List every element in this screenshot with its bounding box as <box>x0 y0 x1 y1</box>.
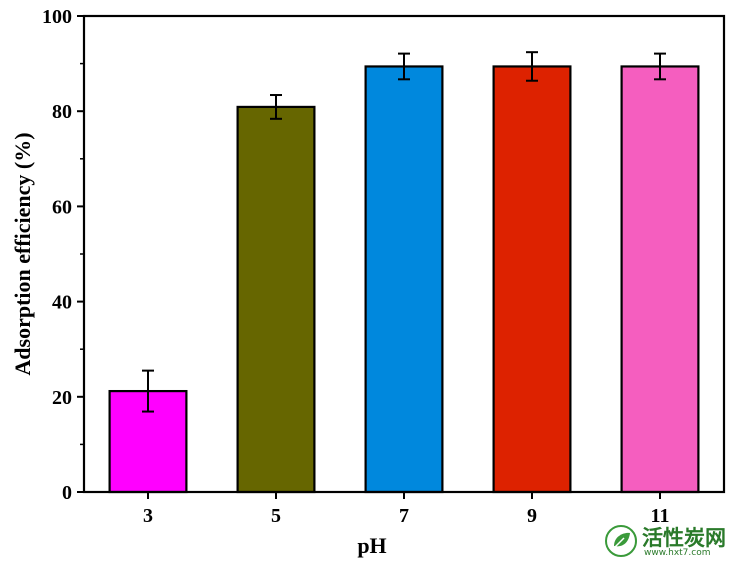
y-tick-label-80: 80 <box>52 101 72 123</box>
bar-ph-11 <box>620 65 700 494</box>
bar-ph-5 <box>236 105 316 494</box>
x-tick-label-ph-7: 7 <box>399 505 409 527</box>
y-tick-label-100: 100 <box>42 6 72 28</box>
y-tick-label-60: 60 <box>52 196 72 218</box>
y-axis-title: Adsorption efficiency (%) <box>10 132 35 375</box>
x-tick-label-ph-3: 3 <box>143 505 153 527</box>
y-tick-label-40: 40 <box>52 292 72 314</box>
x-tick-label-ph-11: 11 <box>651 505 670 527</box>
y-tick-label-0: 0 <box>62 482 72 504</box>
bar-ph-7 <box>364 65 444 494</box>
x-tick-label-ph-5: 5 <box>271 505 281 527</box>
watermark-url: www.hxt7.com <box>644 548 711 558</box>
y-tick-label-20: 20 <box>52 387 72 409</box>
x-axis-title: pH <box>357 533 386 558</box>
leaf-logo-icon <box>605 525 637 557</box>
bar-ph-9 <box>492 65 572 494</box>
watermark: 活性炭网 www.hxt7.com <box>600 522 730 562</box>
x-tick-label-ph-9: 9 <box>527 505 537 527</box>
watermark-name: 活性炭网 <box>642 526 726 550</box>
